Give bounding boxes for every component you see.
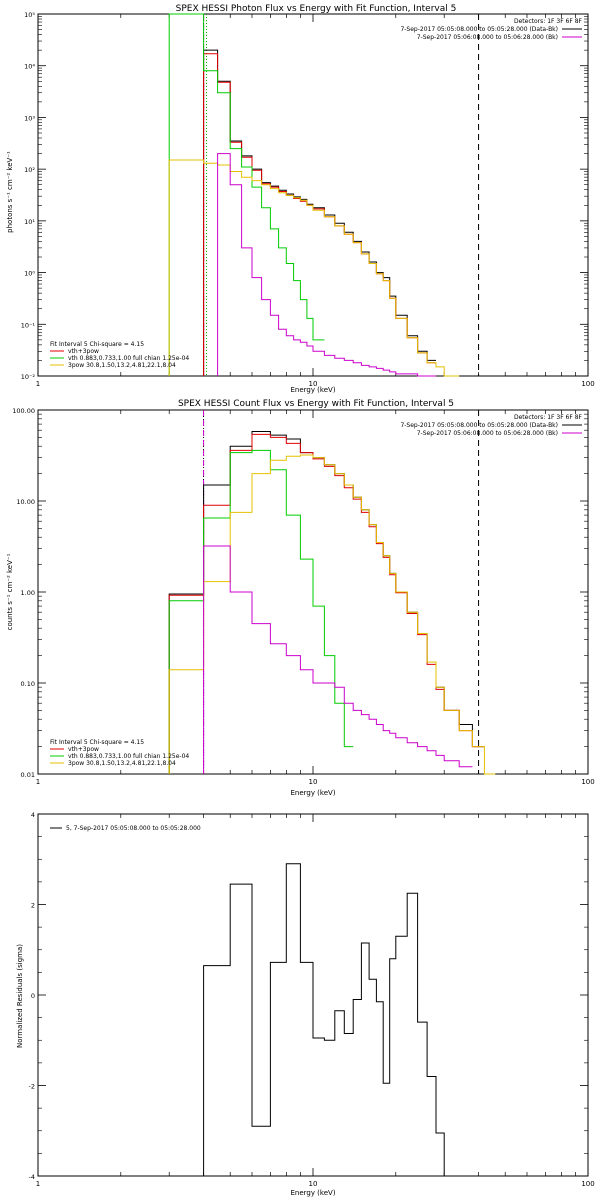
photon-flux-plot: 1 10 100 10⁻² 10⁻¹ 10⁰ 10¹ 10² 10³ 10⁴ 10⁵ Detector… bbox=[21, 11, 595, 388]
x-tick-label: 1 bbox=[36, 380, 40, 388]
count-flux-xlabel: Energy (keV) bbox=[290, 789, 335, 797]
y-tick-label: 10³ bbox=[24, 114, 35, 122]
series-bk bbox=[203, 545, 473, 774]
x-tick-label: 10 bbox=[309, 778, 318, 786]
top-legend-text: 7-Sep-2017 05:06:08.000 to 05:06:28.000 … bbox=[417, 34, 558, 41]
top-legend-text: Detectors: 1F 3F 6F 8F bbox=[514, 414, 583, 421]
count-flux-ylabel: counts s⁻¹ cm⁻² keV⁻¹ bbox=[6, 553, 14, 630]
y-tick-label: 1.00 bbox=[21, 589, 35, 597]
bottom-legend-text: 3pow 30.8,1.50,13.2,4.81,22.1,8.04 bbox=[68, 362, 176, 369]
count-flux-title: SPEX HESSI Count Flux vs Energy with Fit… bbox=[178, 399, 454, 409]
series-5 bbox=[203, 863, 460, 1177]
x-tick-label: 10 bbox=[309, 1180, 318, 1188]
top-legend-text: 7-Sep-2017 05:06:08.000 to 05:06:28.000 … bbox=[417, 430, 558, 437]
bottom-legend-text: vth 0.883,0.733,1.00 full chian 1.25e-04 bbox=[68, 753, 189, 760]
residuals-ylabel: Normalized Residuals (sigma) bbox=[16, 944, 24, 1048]
photon-flux-ylabel: photons s⁻¹ cm⁻² keV⁻¹ bbox=[6, 151, 14, 233]
y-tick-label: 10⁵ bbox=[24, 11, 35, 19]
y-tick-label: 100.00 bbox=[12, 407, 35, 415]
top-legend-text: Detectors: 1F 3F 6F 8F bbox=[514, 18, 583, 25]
photon-flux-panel: SPEX HESSI Photon Flux vs Energy with Fi… bbox=[6, 4, 595, 394]
x-tick-label: 10 bbox=[309, 380, 318, 388]
top-legend-text: 7-Sep-2017 05:05:08.000 to 05:05:28.000 … bbox=[400, 422, 558, 429]
y-tick-label: 0.01 bbox=[21, 771, 35, 779]
series-vth bbox=[168, 449, 354, 774]
residuals-panel: 1 10 100 -4 -2 0 2 4 5, 7-Sep-2017 05:05:08.000 … bbox=[16, 811, 595, 1197]
series-vth bbox=[168, 13, 325, 376]
y-tick-label: 10⁴ bbox=[24, 63, 35, 71]
series-bk bbox=[217, 153, 436, 377]
x-tick-label: 100 bbox=[581, 380, 594, 388]
y-tick-label: 10² bbox=[24, 166, 35, 174]
y-tick-label: 10¹ bbox=[24, 218, 35, 226]
y-tick-label: 0 bbox=[31, 992, 35, 1000]
count-flux-panel: SPEX HESSI Count Flux vs Energy with Fit… bbox=[6, 399, 595, 797]
residuals-plot: 1 10 100 -4 -2 0 2 4 5, 7-Sep-2017 05:05:08.000 … bbox=[29, 811, 595, 1188]
x-tick-label: 100 bbox=[581, 778, 594, 786]
y-tick-label: 4 bbox=[31, 811, 35, 819]
count-flux-plot: 1 10 100 0.01 0.10 1.00 10.00 100.00 Detectors: … bbox=[12, 407, 594, 786]
y-tick-label: -4 bbox=[29, 1173, 35, 1181]
photon-flux-title: SPEX HESSI Photon Flux vs Energy with Fi… bbox=[176, 4, 457, 14]
x-tick-label: 100 bbox=[581, 1180, 594, 1188]
bottom-legend-text: 3pow 30.8,1.50,13.2,4.81,22.1,8.04 bbox=[68, 760, 176, 767]
y-tick-label: 10⁻¹ bbox=[21, 321, 36, 329]
y-tick-label: 10⁰ bbox=[24, 270, 35, 278]
residuals-xlabel: Energy (keV) bbox=[290, 1189, 335, 1197]
series-vth-3pow bbox=[168, 433, 485, 774]
y-tick-label: 0.10 bbox=[21, 680, 35, 688]
series-3pow bbox=[168, 159, 460, 377]
x-tick-label: 1 bbox=[36, 1180, 40, 1188]
fit-info-text: Fit Interval 5 Chi-square = 4.15 bbox=[50, 739, 144, 746]
y-tick-label: 10.00 bbox=[16, 498, 35, 506]
bottom-legend-text: vth+3pow bbox=[68, 348, 99, 355]
bottom-legend-text: vth 0.883,0.733,1.00 full chian 1.25e-04 bbox=[68, 355, 189, 362]
x-tick-label: 1 bbox=[36, 778, 40, 786]
y-tick-label: 2 bbox=[31, 902, 35, 910]
residual-legend-text: 5, 7-Sep-2017 05:05:08.000 to 05:05:28.0… bbox=[66, 825, 201, 832]
y-tick-label: 10⁻² bbox=[21, 373, 36, 381]
photon-flux-xlabel: Energy (keV) bbox=[290, 386, 335, 394]
y-tick-label: -2 bbox=[29, 1083, 35, 1091]
series-3pow bbox=[168, 454, 496, 775]
bottom-legend-text: vth+3pow bbox=[68, 746, 99, 753]
fit-info-text: Fit Interval 5 Chi-square = 4.15 bbox=[50, 341, 144, 348]
top-legend-text: 7-Sep-2017 05:05:08.000 to 05:05:28.000 … bbox=[400, 26, 558, 33]
